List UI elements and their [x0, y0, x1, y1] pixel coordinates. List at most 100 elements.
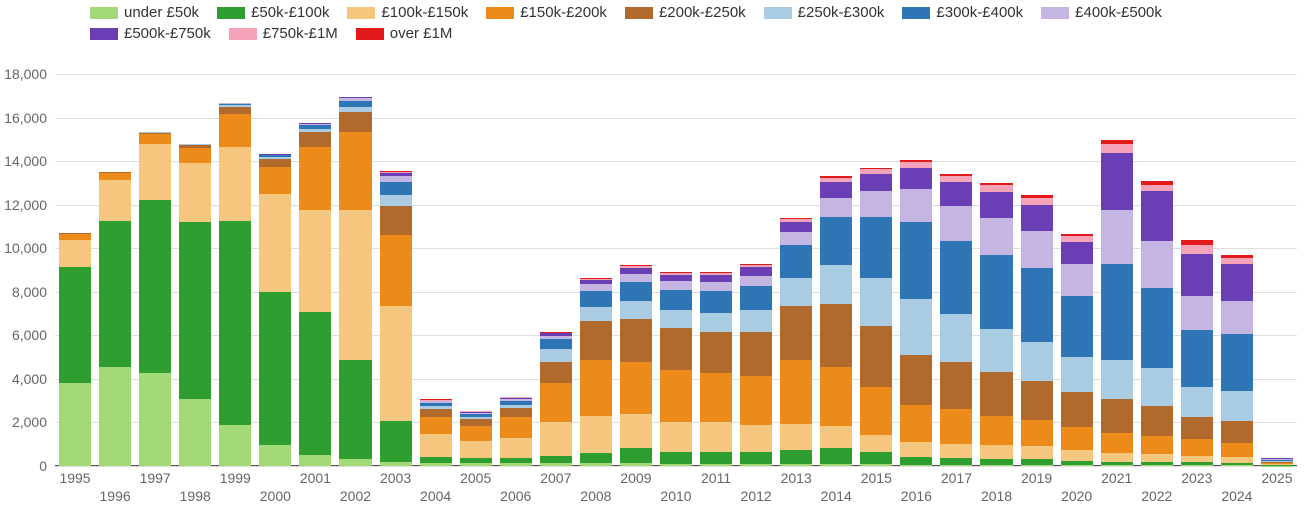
- legend-item[interactable]: £750k-£1M: [229, 25, 338, 42]
- bar[interactable]: [259, 154, 291, 466]
- legend-item[interactable]: £300k-£400k: [902, 4, 1023, 21]
- bar-segment: [1021, 205, 1053, 231]
- bar-segment: [780, 450, 812, 464]
- legend-swatch-icon: [1041, 7, 1069, 19]
- bar-segment: [1061, 392, 1093, 427]
- bar-segment: [1021, 420, 1053, 446]
- bar-segment: [1141, 465, 1173, 466]
- bar[interactable]: [219, 103, 251, 466]
- bar[interactable]: [99, 172, 131, 466]
- legend-item[interactable]: £250k-£300k: [764, 4, 885, 21]
- bar[interactable]: [339, 97, 371, 466]
- bar-segment: [700, 313, 732, 333]
- legend-item[interactable]: £400k-£500k: [1041, 4, 1162, 21]
- bar[interactable]: [139, 132, 171, 466]
- bar-segment: [500, 417, 532, 438]
- bar[interactable]: [940, 174, 972, 466]
- bar[interactable]: [860, 168, 892, 467]
- bar[interactable]: [700, 272, 732, 466]
- bar[interactable]: [820, 176, 852, 466]
- bar-segment: [940, 314, 972, 362]
- bar-segment: [1141, 288, 1173, 369]
- bar-segment: [1101, 144, 1133, 153]
- x-tick-label: 2010: [660, 488, 691, 504]
- bar[interactable]: [540, 332, 572, 466]
- bar-segment: [179, 399, 211, 467]
- x-tick-label: 1999: [220, 470, 251, 486]
- bar[interactable]: [780, 218, 812, 466]
- bar-segment: [660, 452, 692, 464]
- legend-item[interactable]: over £1M: [356, 25, 453, 42]
- bar-segment: [179, 148, 211, 163]
- x-tick-label: 2022: [1141, 488, 1172, 504]
- legend-item[interactable]: £100k-£150k: [347, 4, 468, 21]
- x-tick-label: 2011: [701, 470, 731, 486]
- bar[interactable]: [500, 397, 532, 466]
- legend-item[interactable]: £50k-£100k: [217, 4, 329, 21]
- gridline: [55, 74, 1297, 75]
- bar-segment: [139, 144, 171, 201]
- gridline: [55, 466, 1297, 467]
- bar-segment: [900, 465, 932, 466]
- bar-segment: [380, 206, 412, 235]
- bar-segment: [940, 444, 972, 458]
- bar-segment: [660, 328, 692, 370]
- bar-segment: [380, 462, 412, 466]
- bar-segment: [1141, 191, 1173, 241]
- bar[interactable]: [59, 233, 91, 466]
- bar[interactable]: [1101, 140, 1133, 466]
- legend-item[interactable]: £150k-£200k: [486, 4, 607, 21]
- bar-segment: [660, 422, 692, 451]
- bar-segment: [500, 408, 532, 417]
- bar[interactable]: [380, 171, 412, 466]
- bar[interactable]: [1141, 181, 1173, 466]
- bar-segment: [540, 362, 572, 384]
- bar-segment: [1021, 465, 1053, 466]
- bar-segment: [820, 182, 852, 197]
- y-tick-label: 18,000: [0, 66, 47, 82]
- bar[interactable]: [620, 265, 652, 466]
- bar-segment: [219, 147, 251, 221]
- x-tick-label: 1997: [140, 470, 171, 486]
- bar-segment: [59, 267, 91, 384]
- legend-item[interactable]: £500k-£750k: [90, 25, 211, 42]
- legend-item[interactable]: under £50k: [90, 4, 199, 21]
- legend-swatch-icon: [90, 28, 118, 40]
- x-tick-label: 2017: [941, 470, 972, 486]
- bar-segment: [219, 107, 251, 115]
- bar[interactable]: [179, 144, 211, 466]
- legend-label: £500k-£750k: [124, 25, 211, 42]
- bar-segment: [1021, 268, 1053, 342]
- bar-segment: [339, 132, 371, 210]
- bar[interactable]: [299, 123, 331, 466]
- bar[interactable]: [460, 411, 492, 466]
- bar-segment: [1101, 153, 1133, 210]
- x-tick-label: 2004: [420, 488, 451, 504]
- bar[interactable]: [740, 264, 772, 466]
- bar[interactable]: [980, 183, 1012, 466]
- legend-item[interactable]: £200k-£250k: [625, 4, 746, 21]
- bar[interactable]: [1181, 240, 1213, 466]
- bar[interactable]: [1221, 255, 1253, 466]
- x-tick-label: 1996: [100, 488, 131, 504]
- bar-segment: [660, 290, 692, 311]
- bar-segment: [540, 463, 572, 466]
- bar[interactable]: [1061, 234, 1093, 466]
- bar-segment: [259, 292, 291, 446]
- legend-label: under £50k: [124, 4, 199, 21]
- legend-label: £250k-£300k: [798, 4, 885, 21]
- bar-segment: [1181, 296, 1213, 331]
- bar-segment: [219, 425, 251, 466]
- bar-segment: [420, 409, 452, 417]
- legend-label: £200k-£250k: [659, 4, 746, 21]
- bar[interactable]: [900, 160, 932, 466]
- bar-segment: [940, 362, 972, 410]
- bar-segment: [700, 291, 732, 313]
- bar[interactable]: [660, 272, 692, 466]
- bar[interactable]: [1261, 458, 1293, 466]
- bar-segment: [700, 464, 732, 466]
- bar[interactable]: [420, 399, 452, 466]
- bar[interactable]: [1021, 195, 1053, 466]
- x-tick-label: 2020: [1061, 488, 1092, 504]
- bar[interactable]: [580, 278, 612, 466]
